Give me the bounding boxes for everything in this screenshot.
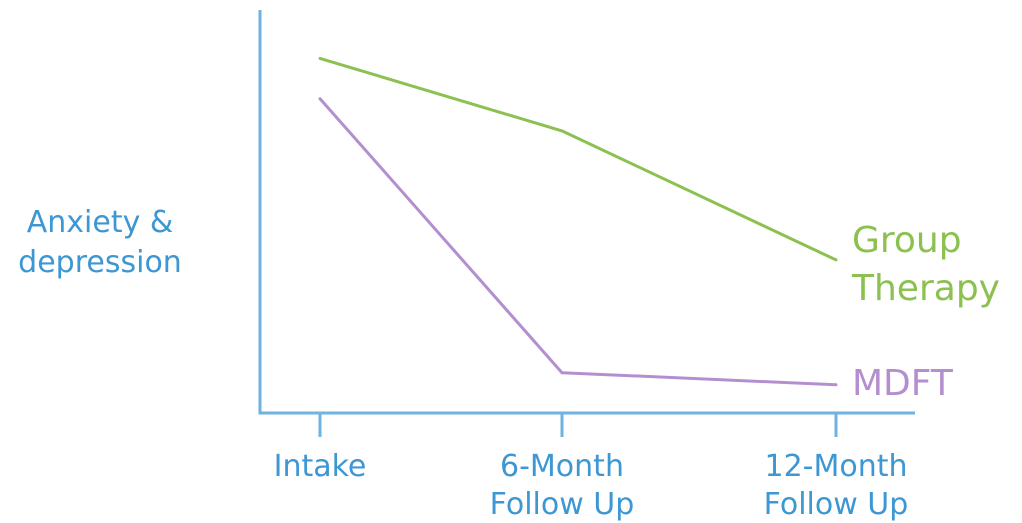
data-point bbox=[560, 371, 564, 375]
series-lines bbox=[318, 56, 838, 387]
data-point bbox=[834, 258, 838, 262]
x-tick-label: 12-Month Follow Up bbox=[764, 449, 909, 522]
data-point bbox=[834, 383, 838, 387]
y-axis-label: Anxiety & depression bbox=[18, 205, 182, 280]
x-axis-tick-labels: Intake 6-Month Follow Up 12-Month Follow Up bbox=[274, 449, 909, 522]
data-point bbox=[560, 129, 564, 133]
x-axis-ticks bbox=[318, 413, 838, 437]
data-point bbox=[318, 97, 322, 101]
series-line-group-therapy bbox=[319, 56, 837, 262]
series-label: Group Therapy bbox=[851, 220, 1000, 309]
x-tick-label: Intake bbox=[274, 449, 367, 484]
data-point bbox=[318, 56, 322, 60]
series-label: MDFT bbox=[852, 363, 954, 404]
series-labels: Group Therapy MDFT bbox=[851, 220, 1000, 404]
x-tick-label: 6-Month Follow Up bbox=[490, 449, 635, 522]
series-line-mdft bbox=[318, 97, 837, 387]
